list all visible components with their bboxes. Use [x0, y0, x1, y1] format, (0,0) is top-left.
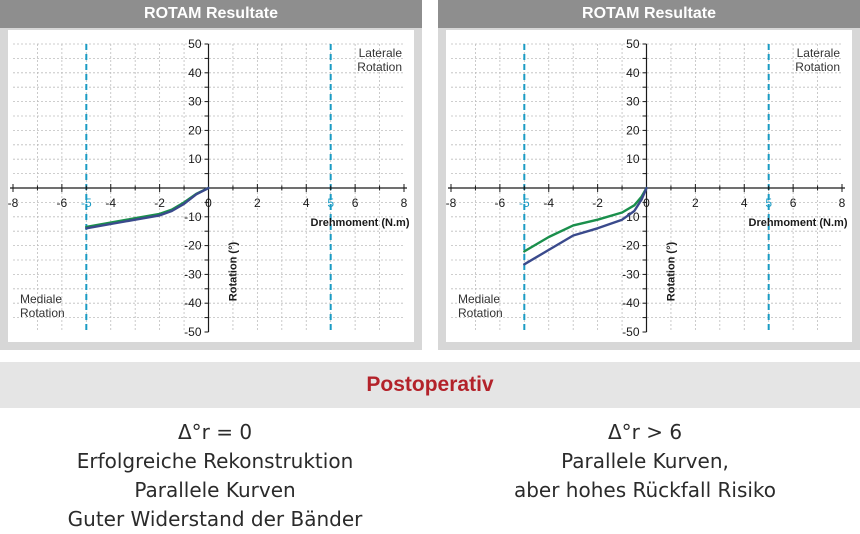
x-tick-label: 0 — [205, 196, 212, 210]
postoperative-band: Postoperativ — [0, 362, 860, 408]
y-tick-label: -10 — [184, 210, 202, 224]
y-tick-label: 50 — [188, 37, 202, 51]
y-tick-label: 50 — [626, 37, 640, 51]
chart-panel-left: ROTAM Resultate -8 -6 -5 -4 -2 2 4 5 6 8 0 -50 -40 -3… — [0, 0, 422, 350]
annotation-medial: Mediale Rotation — [458, 292, 503, 320]
result-line: Parallele Kurven — [134, 478, 296, 502]
x-tick-label: -4 — [105, 196, 116, 210]
plot-area: -8 -6 -5 -4 -2 2 4 5 6 8 0 -50 -40 -30 -20 -10 10 20 30 40 5… — [446, 30, 852, 342]
y-axis-label: Rotation (°) — [666, 241, 678, 301]
plot-area: -8 -6 -5 -4 -2 2 4 5 6 8 0 -50 -40 -30 -20 -10 10 20 30 40 5… — [8, 30, 414, 342]
y-tick-label: 40 — [188, 66, 202, 80]
y-tick-label: 20 — [188, 123, 202, 137]
result-right: Δ°r > 6 Parallele Kurven, aber hohes Rüc… — [430, 418, 860, 505]
x-tick-label: 8 — [839, 196, 846, 210]
y-tick-label: 40 — [626, 66, 640, 80]
y-tick-label: 20 — [626, 123, 640, 137]
y-tick-label: -50 — [184, 325, 202, 339]
series-line — [523, 186, 648, 253]
result-line: Guter Widerstand der Bänder — [67, 507, 363, 531]
x-tick-label: -2 — [154, 196, 165, 210]
x-tick-label: -2 — [592, 196, 603, 210]
x-tick-label: -6 — [57, 196, 68, 210]
x-tick-label: 8 — [401, 196, 408, 210]
annotation-medial: Mediale Rotation — [20, 292, 65, 320]
annotation-line: Laterale — [797, 46, 841, 60]
annotation-line: Rotation — [357, 60, 402, 74]
x-tick-label: 6 — [790, 196, 797, 210]
series-line — [523, 186, 648, 266]
x-tick-label: -4 — [543, 196, 554, 210]
x-tick-label: 5 — [327, 196, 334, 210]
x-tick-label: -5 — [519, 196, 530, 210]
y-tick-label: -40 — [622, 296, 640, 310]
annotation-line: Mediale — [20, 292, 62, 306]
y-tick-label: -40 — [184, 296, 202, 310]
x-tick-label: 6 — [352, 196, 359, 210]
band-title: Postoperativ — [366, 373, 494, 396]
annotation-line: Rotation — [795, 60, 840, 74]
x-tick-label: 2 — [692, 196, 699, 210]
annotation-line: Rotation — [20, 306, 65, 320]
result-left: Δ°r = 0 Erfolgreiche Rekonstruktion Para… — [0, 418, 430, 534]
y-tick-label: 30 — [188, 95, 202, 109]
x-tick-label: 5 — [765, 196, 772, 210]
annotation-line: Mediale — [458, 292, 500, 306]
y-tick-label: -30 — [184, 267, 202, 281]
series-line — [85, 186, 210, 230]
x-tick-label: -8 — [446, 196, 457, 210]
annotation-lateral: Laterale Rotation — [357, 46, 402, 74]
x-tick-label: 4 — [741, 196, 748, 210]
x-tick-label: 4 — [303, 196, 310, 210]
y-tick-label: -30 — [622, 267, 640, 281]
annotation-line: Rotation — [458, 306, 503, 320]
y-tick-label: -50 — [622, 325, 640, 339]
chart-panel-right: ROTAM Resultate -8 -6 -5 -4 -2 2 4 5 6 8 0 -50 -40 -3… — [438, 0, 860, 350]
y-tick-label: -20 — [622, 239, 640, 253]
chart-title: ROTAM Resultate — [0, 0, 422, 28]
y-tick-label: -20 — [184, 239, 202, 253]
result-line: Erfolgreiche Rekonstruktion — [76, 449, 354, 473]
x-tick-label: 0 — [643, 196, 650, 210]
chart-svg: -8 -6 -5 -4 -2 2 4 5 6 8 0 -50 -40 -30 -20 -10 10 20 30 40 5… — [446, 37, 848, 339]
x-tick-label: 2 — [254, 196, 261, 210]
y-tick-label: 30 — [626, 95, 640, 109]
x-tick-label: -6 — [495, 196, 506, 210]
annotation-line: Laterale — [359, 46, 403, 60]
y-tick-label: -10 — [622, 210, 640, 224]
x-tick-label: -5 — [81, 196, 92, 210]
chart-title: ROTAM Resultate — [438, 0, 860, 28]
result-line: aber hohes Rückfall Risiko — [513, 478, 777, 502]
result-delta: Δ°r > 6 — [607, 420, 683, 444]
y-tick-label: 10 — [626, 152, 640, 166]
annotation-lateral: Laterale Rotation — [795, 46, 840, 74]
result-delta: Δ°r = 0 — [177, 420, 253, 444]
chart-svg: -8 -6 -5 -4 -2 2 4 5 6 8 0 -50 -40 -30 -20 -10 10 20 30 40 5… — [8, 37, 410, 339]
y-tick-label: 10 — [188, 152, 202, 166]
result-line: Parallele Kurven, — [561, 449, 729, 473]
y-axis-label: Rotation (°) — [228, 241, 240, 301]
x-axis-label: Drehmoment (N.m) — [311, 217, 410, 229]
x-tick-label: -8 — [8, 196, 19, 210]
x-axis-label: Drehmoment (N.m) — [749, 217, 848, 229]
